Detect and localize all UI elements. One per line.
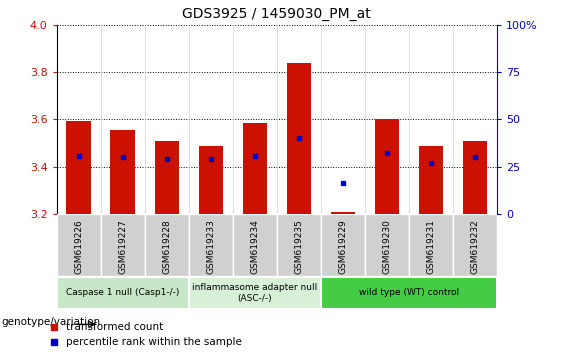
- Text: percentile rank within the sample: percentile rank within the sample: [66, 337, 241, 348]
- Text: GSM619233: GSM619233: [206, 219, 215, 274]
- Text: GSM619234: GSM619234: [250, 219, 259, 274]
- Bar: [101, 214, 145, 276]
- Bar: [409, 214, 453, 276]
- Bar: [321, 214, 365, 276]
- Text: GSM619229: GSM619229: [338, 219, 347, 274]
- Text: wild type (WT) control: wild type (WT) control: [359, 289, 459, 297]
- Text: GSM619228: GSM619228: [162, 219, 171, 274]
- Bar: [56, 277, 189, 309]
- Text: GSM619232: GSM619232: [471, 219, 480, 274]
- Bar: [155, 141, 179, 214]
- Bar: [189, 214, 233, 276]
- Bar: [189, 277, 321, 309]
- Bar: [111, 130, 134, 214]
- Bar: [321, 277, 497, 309]
- Bar: [419, 145, 443, 214]
- Text: GSM619235: GSM619235: [294, 219, 303, 274]
- Text: transformed count: transformed count: [66, 321, 163, 332]
- Bar: [67, 121, 90, 214]
- Bar: [365, 214, 409, 276]
- Title: GDS3925 / 1459030_PM_at: GDS3925 / 1459030_PM_at: [182, 7, 371, 21]
- Bar: [56, 214, 101, 276]
- Bar: [463, 141, 487, 214]
- Bar: [287, 63, 311, 214]
- Text: inflammasome adapter null
(ASC-/-): inflammasome adapter null (ASC-/-): [192, 283, 318, 303]
- Text: GSM619230: GSM619230: [383, 219, 392, 274]
- Text: GSM619227: GSM619227: [118, 219, 127, 274]
- Bar: [243, 123, 267, 214]
- Bar: [331, 212, 355, 214]
- Bar: [199, 145, 223, 214]
- Bar: [233, 214, 277, 276]
- Bar: [453, 214, 497, 276]
- Text: Caspase 1 null (Casp1-/-): Caspase 1 null (Casp1-/-): [66, 289, 179, 297]
- Text: GSM619231: GSM619231: [427, 219, 436, 274]
- Text: genotype/variation: genotype/variation: [1, 317, 100, 327]
- Text: GSM619226: GSM619226: [74, 219, 83, 274]
- Bar: [145, 214, 189, 276]
- Bar: [277, 214, 321, 276]
- Bar: [375, 119, 399, 214]
